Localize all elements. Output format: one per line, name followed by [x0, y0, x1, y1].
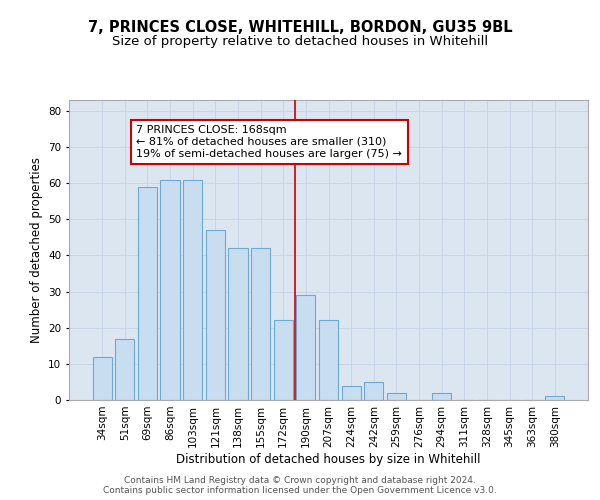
Text: 7 PRINCES CLOSE: 168sqm
← 81% of detached houses are smaller (310)
19% of semi-d: 7 PRINCES CLOSE: 168sqm ← 81% of detache…	[136, 126, 402, 158]
Bar	[545, 396, 565, 400]
Bar	[92, 356, 112, 400]
Bar	[364, 382, 383, 400]
Bar	[341, 386, 361, 400]
Bar	[115, 338, 134, 400]
Bar	[387, 393, 406, 400]
Y-axis label: Number of detached properties: Number of detached properties	[29, 157, 43, 343]
X-axis label: Distribution of detached houses by size in Whitehill: Distribution of detached houses by size …	[176, 452, 481, 466]
Bar	[274, 320, 293, 400]
Bar	[251, 248, 270, 400]
Bar	[319, 320, 338, 400]
Bar	[138, 186, 157, 400]
Bar	[160, 180, 180, 400]
Text: Size of property relative to detached houses in Whitehill: Size of property relative to detached ho…	[112, 34, 488, 48]
Text: Contains HM Land Registry data © Crown copyright and database right 2024.
Contai: Contains HM Land Registry data © Crown c…	[103, 476, 497, 495]
Text: 7, PRINCES CLOSE, WHITEHILL, BORDON, GU35 9BL: 7, PRINCES CLOSE, WHITEHILL, BORDON, GU3…	[88, 20, 512, 35]
Bar	[296, 295, 316, 400]
Bar	[206, 230, 225, 400]
Bar	[432, 393, 451, 400]
Bar	[229, 248, 248, 400]
Bar	[183, 180, 202, 400]
